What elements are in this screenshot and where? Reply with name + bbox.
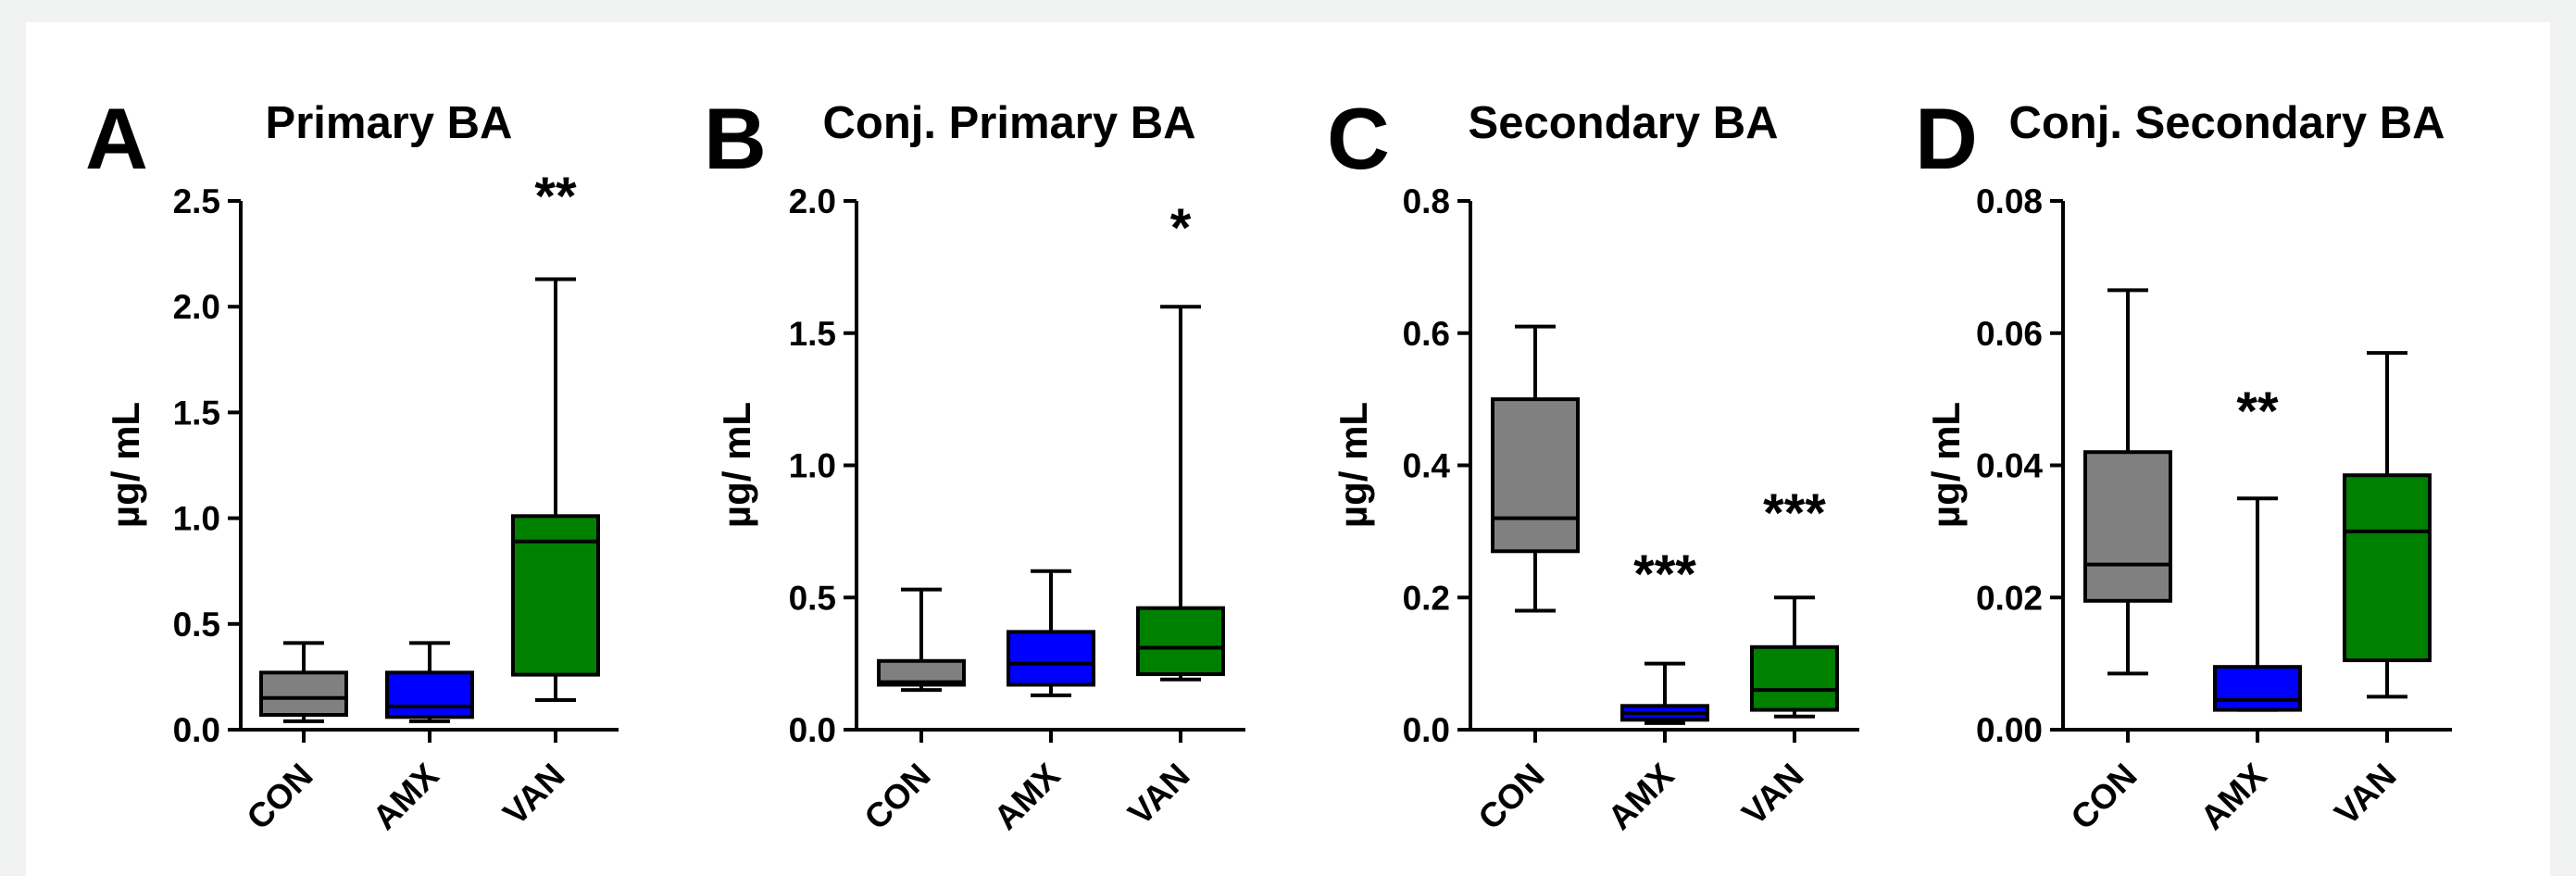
y-tick-label: 2.0: [173, 288, 220, 326]
x-tick-label: VAN: [495, 757, 571, 832]
y-tick-label: 1.5: [789, 315, 836, 353]
y-axis-label: µg/ mL: [715, 402, 758, 528]
y-tick-label: 0.0: [789, 711, 836, 749]
panel-title: Secondary BA: [1469, 98, 1779, 148]
x-tick-label: VAN: [2327, 757, 2403, 832]
box-van: [1136, 305, 1225, 682]
box-con: [1491, 324, 1580, 613]
box-con: [877, 587, 966, 693]
panel-letter: B: [704, 90, 767, 187]
y-axis-label: µg/ mL: [1332, 402, 1375, 528]
box-con: [2083, 288, 2172, 676]
box-amx: [1620, 661, 1709, 725]
box-amx: [1007, 569, 1095, 697]
x-tick-label: AMX: [366, 756, 446, 836]
panel-a: A Primary BA 0.0 0.5 1.0 1.5 2.0 2.5 µg/ mL CON AM…: [85, 90, 619, 837]
box-iqr: [2213, 665, 2302, 712]
y-tick-label: 0.5: [789, 579, 836, 617]
x-tick-label: CON: [240, 757, 320, 837]
box-van: [2343, 351, 2432, 699]
box-con: [259, 641, 348, 723]
panel-title: Conj. Primary BA: [823, 98, 1196, 148]
x-tick-label: VAN: [1120, 757, 1196, 832]
x-tick-label: CON: [857, 757, 938, 837]
panel-b: B Conj. Primary BA 0.0 0.5 1.0 1.5 2.0 µg/ mL CO…: [704, 90, 1245, 837]
y-tick-label: 0.08: [1976, 182, 2043, 220]
x-tick-label: AMX: [987, 756, 1068, 836]
y-tick-label: 0.0: [173, 711, 220, 749]
panel-title: Conj. Secondary BA: [2008, 98, 2445, 148]
significance-marker: **: [2236, 382, 2279, 442]
box-van: [511, 277, 600, 703]
y-tick-label: 1.0: [173, 500, 220, 538]
figure-frame: A Primary BA 0.0 0.5 1.0 1.5 2.0 2.5 µg/ mL CON AM…: [26, 22, 2550, 876]
y-tick-label: 0.8: [1403, 182, 1450, 220]
y-tick-label: 1.5: [173, 394, 220, 432]
box-iqr: [2343, 473, 2432, 663]
y-tick-label: 0.4: [1403, 447, 1451, 485]
panel-letter: C: [1327, 90, 1390, 187]
box-iqr: [385, 670, 474, 720]
box-iqr: [1750, 644, 1839, 712]
y-tick-label: 0.02: [1976, 579, 2043, 617]
panel-letter: A: [85, 90, 148, 187]
x-tick-label: AMX: [2194, 756, 2274, 836]
y-tick-label: 2.5: [173, 182, 220, 220]
box-iqr: [2083, 450, 2172, 603]
y-tick-label: 0.0: [1403, 711, 1450, 749]
box-iqr: [1007, 630, 1095, 687]
x-tick-label: VAN: [1734, 757, 1810, 832]
x-tick-label: CON: [2064, 757, 2145, 837]
y-tick-label: 0.06: [1976, 315, 2043, 353]
significance-marker: **: [534, 167, 577, 227]
x-tick-label: CON: [1471, 757, 1552, 837]
significance-marker: ***: [1633, 544, 1696, 605]
figure-canvas: A Primary BA 0.0 0.5 1.0 1.5 2.0 2.5 µg/ mL CON AM…: [85, 90, 2452, 837]
panel-letter: D: [1915, 90, 1978, 187]
y-tick-label: 0.5: [173, 606, 220, 644]
box-van: [1750, 595, 1839, 719]
box-amx: [2213, 496, 2302, 712]
significance-marker: ***: [1763, 483, 1826, 544]
y-tick-label: 0.00: [1976, 711, 2043, 749]
y-tick-label: 0.04: [1976, 447, 2043, 485]
y-tick-label: 0.6: [1403, 315, 1450, 353]
y-tick-label: 0.2: [1403, 579, 1450, 617]
y-tick-label: 1.0: [789, 447, 836, 485]
x-tick-label: AMX: [1601, 756, 1682, 836]
y-axis-label: µg/ mL: [1924, 402, 1968, 528]
box-iqr: [1136, 606, 1225, 677]
panel-c: C Secondary BA 0.0 0.2 0.4 0.6 0.8 µg/ mL CON AMX…: [1327, 90, 1859, 837]
panel-d: D Conj. Secondary BA 0.00 0.02 0.04 0.06 0.08 µ…: [1915, 90, 2452, 837]
y-tick-label: 2.0: [789, 182, 836, 220]
box-iqr: [1491, 397, 1580, 554]
box-amx: [385, 641, 474, 723]
y-axis-label: µg/ mL: [104, 402, 147, 528]
significance-marker: *: [1170, 198, 1192, 258]
panel-title: Primary BA: [266, 98, 513, 148]
box-iqr: [259, 670, 348, 718]
